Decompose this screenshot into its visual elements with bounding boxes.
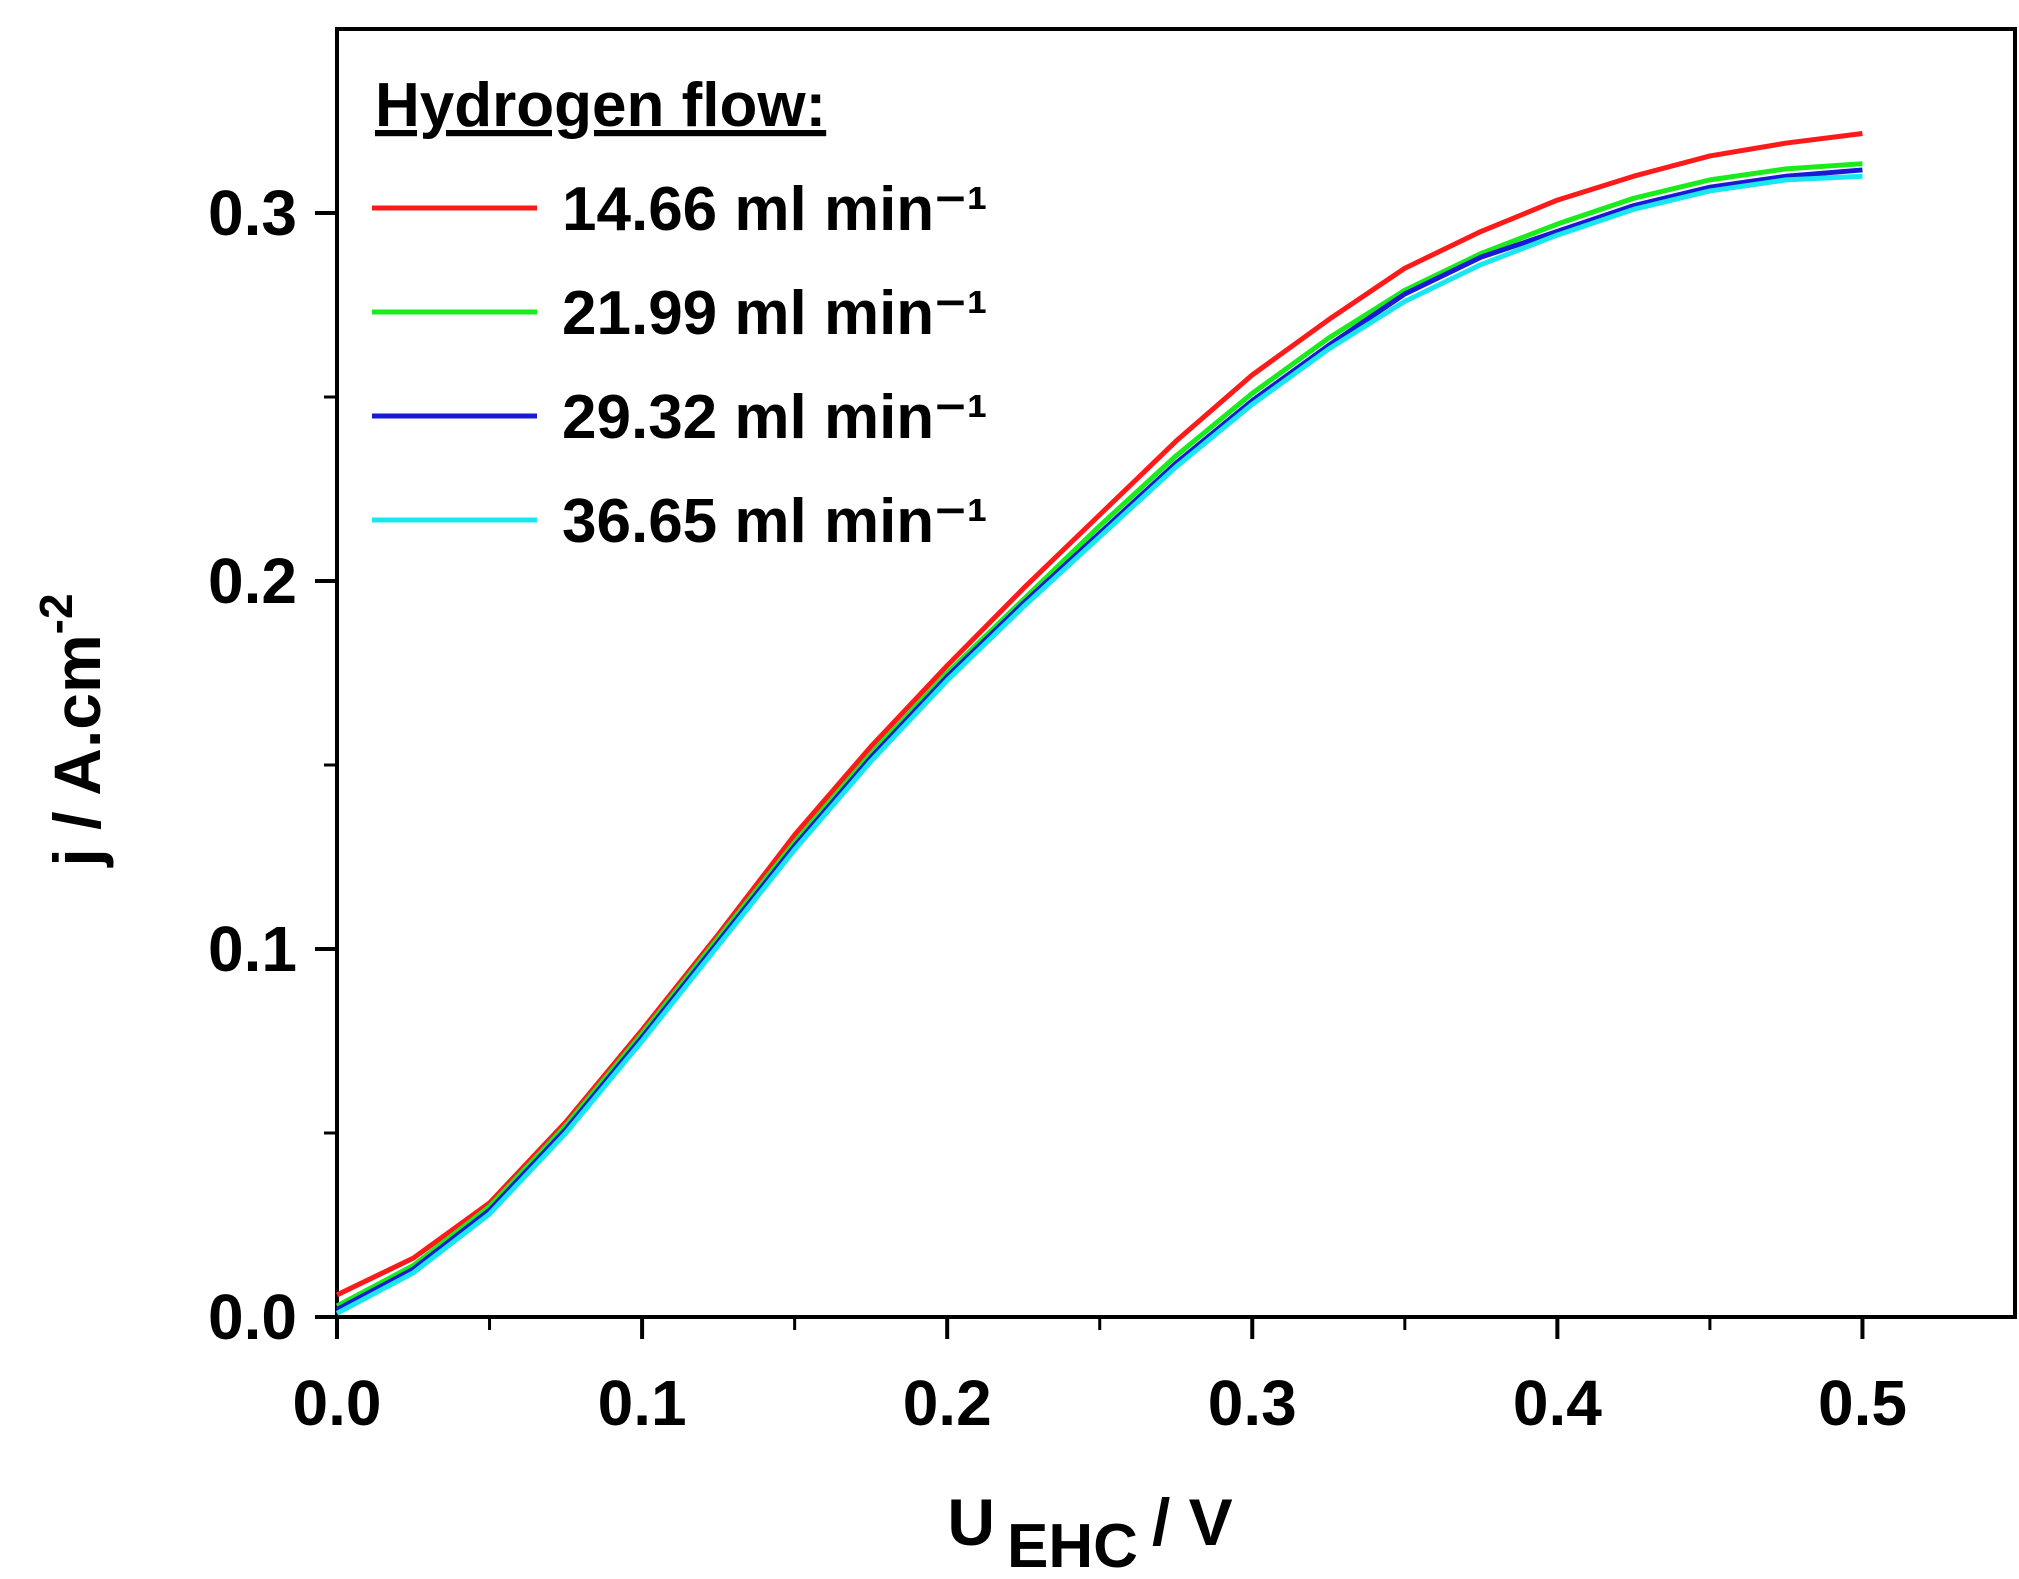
y-label-sup: -2	[30, 593, 82, 634]
x-tick-label: 0.5	[1818, 1367, 1907, 1439]
legend-title: Hydrogen flow:	[375, 71, 826, 140]
x-tick-label: 0.1	[598, 1367, 687, 1439]
data-line	[335, 173, 1863, 1316]
legend-label: 29.32 ml min⁻¹	[562, 383, 988, 452]
x-tick-label: 0.2	[903, 1367, 992, 1439]
x-label-sub: EHC	[1007, 1512, 1138, 1579]
x-axis-label: U EHC / V	[947, 1485, 1232, 1579]
x-label-unit: / V	[1152, 1485, 1233, 1559]
y-axis-label: j / A.cm-2	[30, 593, 114, 868]
y-tick-label: 0.1	[208, 913, 297, 985]
y-tick-label: 0.3	[208, 177, 297, 249]
x-tick-label: 0.3	[1208, 1367, 1297, 1439]
y-label-main: j / A.cm	[40, 634, 114, 868]
plot-frame	[335, 27, 2017, 1319]
x-tick-label: 0.0	[293, 1367, 382, 1439]
legend-label: 21.99 ml min⁻¹	[562, 279, 988, 348]
x-tick-label: 0.4	[1513, 1367, 1602, 1439]
legend-label: 14.66 ml min⁻¹	[562, 175, 988, 244]
y-tick-label: 0.0	[208, 1281, 297, 1353]
y-tick-label: 0.2	[208, 545, 297, 617]
x-label-main: U	[947, 1485, 995, 1559]
legend-label: 36.65 ml min⁻¹	[562, 487, 988, 556]
